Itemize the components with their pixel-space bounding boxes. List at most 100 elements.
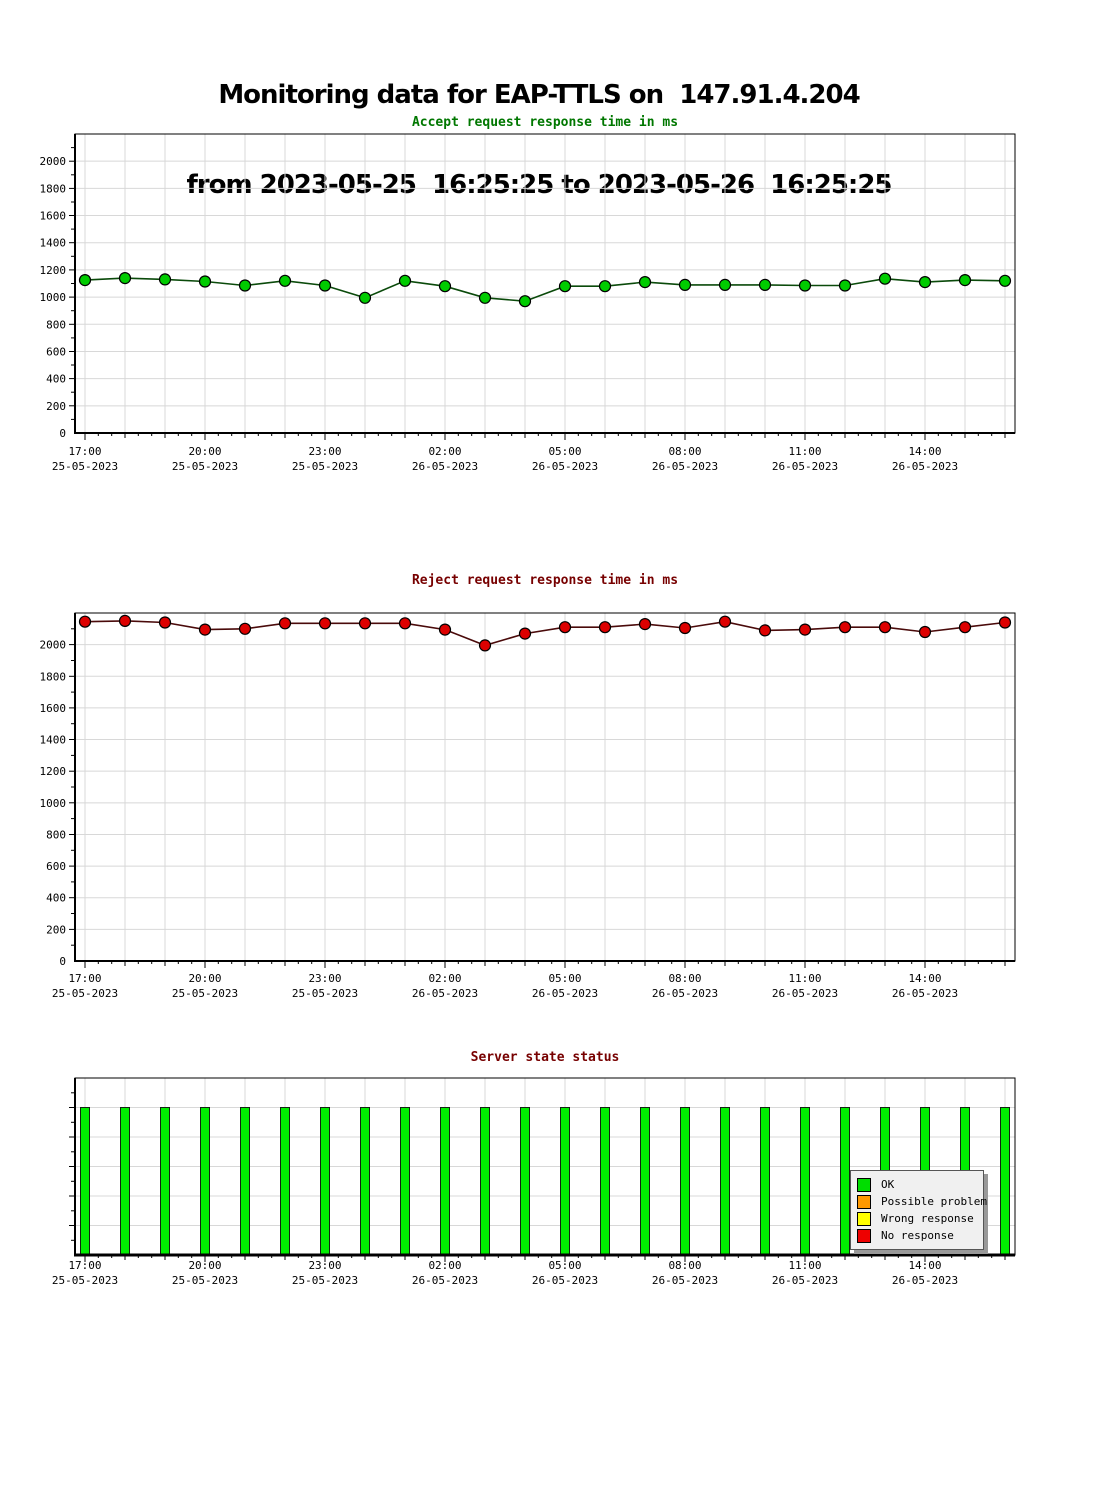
x-tick-time-label: 20:00 bbox=[188, 445, 221, 458]
status-bar bbox=[720, 1107, 730, 1256]
data-point bbox=[798, 623, 812, 636]
y-tick-label: 1000 bbox=[40, 291, 67, 304]
x-tick-date-label: 26-05-2023 bbox=[532, 460, 598, 473]
legend-label: Possible problem bbox=[881, 1195, 987, 1208]
data-point bbox=[638, 617, 652, 631]
status-bar bbox=[280, 1107, 290, 1256]
x-tick-date-label: 26-05-2023 bbox=[412, 460, 478, 473]
data-point bbox=[878, 272, 892, 285]
x-tick-time-label: 14:00 bbox=[908, 1259, 941, 1272]
y-tick-label: 400 bbox=[46, 892, 66, 905]
y-tick-label: 1000 bbox=[40, 797, 67, 810]
data-point bbox=[118, 272, 132, 285]
page-title-line-1: Monitoring data for EAP-TTLS on 147.91.4… bbox=[218, 80, 860, 110]
data-point bbox=[998, 274, 1012, 287]
data-point bbox=[158, 273, 172, 286]
legend-item-ok: OK bbox=[857, 1176, 977, 1193]
x-tick-date-label: 25-05-2023 bbox=[52, 460, 118, 473]
x-tick-date-label: 26-05-2023 bbox=[412, 987, 478, 1000]
x-tick-time-label: 17:00 bbox=[68, 445, 101, 458]
x-tick-date-label: 26-05-2023 bbox=[892, 987, 958, 1000]
data-point bbox=[478, 639, 492, 652]
x-tick-time-label: 23:00 bbox=[308, 972, 341, 985]
data-point bbox=[158, 616, 172, 629]
legend-label: OK bbox=[881, 1178, 895, 1191]
gridlines bbox=[75, 134, 1015, 433]
status-bar bbox=[360, 1107, 370, 1256]
legend-item-wrong-response: Wrong response bbox=[857, 1210, 977, 1227]
data-point bbox=[918, 276, 932, 289]
chart-title: Reject request response time in ms bbox=[412, 573, 678, 588]
x-tick-date-label: 26-05-2023 bbox=[772, 460, 838, 473]
y-tick-label: 400 bbox=[46, 373, 66, 386]
data-point bbox=[998, 616, 1012, 629]
data-point bbox=[278, 274, 292, 287]
status-bar bbox=[800, 1107, 810, 1256]
data-point bbox=[438, 623, 452, 636]
data-point bbox=[598, 621, 612, 634]
x-tick-date-label: 26-05-2023 bbox=[532, 987, 598, 1000]
x-tick-date-label: 26-05-2023 bbox=[772, 987, 838, 1000]
x-tick-time-label: 02:00 bbox=[428, 445, 461, 458]
x-tick-time-label: 11:00 bbox=[788, 445, 821, 458]
data-point bbox=[798, 279, 812, 292]
status-bar bbox=[440, 1107, 450, 1256]
x-tick-date-label: 25-05-2023 bbox=[292, 987, 358, 1000]
status-bar bbox=[400, 1107, 410, 1256]
y-tick-label: 1600 bbox=[40, 702, 67, 715]
status-bar bbox=[760, 1107, 770, 1256]
y-tick-label: 1400 bbox=[40, 237, 67, 250]
data-point bbox=[398, 274, 412, 287]
gridlines bbox=[75, 613, 1015, 961]
y-tick-label: 200 bbox=[46, 923, 66, 936]
y-tick-label: 2000 bbox=[40, 639, 67, 652]
data-point bbox=[838, 621, 852, 634]
x-tick-date-label: 25-05-2023 bbox=[52, 1274, 118, 1287]
series-line bbox=[84, 277, 1006, 303]
x-tick-time-label: 11:00 bbox=[788, 972, 821, 985]
data-point bbox=[758, 278, 772, 291]
page-title: Monitoring data for EAP-TTLS on 147.91.4… bbox=[0, 20, 1078, 260]
series-line bbox=[84, 620, 1006, 647]
y-tick-label: 1800 bbox=[40, 182, 67, 195]
x-tick-time-label: 08:00 bbox=[668, 445, 701, 458]
chart-title: Server state status bbox=[471, 1050, 620, 1065]
x-tick-time-label: 05:00 bbox=[548, 1259, 581, 1272]
data-point bbox=[558, 280, 572, 293]
plot-frame bbox=[74, 612, 1016, 962]
x-tick-time-label: 20:00 bbox=[188, 972, 221, 985]
data-point bbox=[718, 278, 732, 291]
x-tick-date-label: 25-05-2023 bbox=[292, 1274, 358, 1287]
status-bar bbox=[480, 1107, 490, 1256]
status-bar bbox=[120, 1107, 130, 1256]
x-tick-time-label: 05:00 bbox=[548, 445, 581, 458]
y-tick-label: 800 bbox=[46, 829, 66, 842]
x-tick-time-label: 11:00 bbox=[788, 1259, 821, 1272]
data-point bbox=[238, 279, 252, 292]
data-point bbox=[558, 621, 572, 634]
x-tick-date-label: 25-05-2023 bbox=[172, 460, 238, 473]
data-point bbox=[598, 280, 612, 293]
data-point bbox=[758, 624, 772, 637]
server-state-legend: OK Possible problem Wrong response No respo… bbox=[850, 1170, 987, 1250]
status-bar bbox=[560, 1107, 570, 1256]
y-tick-label: 2000 bbox=[40, 155, 67, 168]
legend-swatch bbox=[857, 1211, 871, 1226]
data-point bbox=[278, 617, 292, 630]
x-tick-date-label: 26-05-2023 bbox=[772, 1274, 838, 1287]
data-point bbox=[198, 623, 212, 636]
x-tick-time-label: 08:00 bbox=[668, 972, 701, 985]
x-tick-time-label: 14:00 bbox=[908, 972, 941, 985]
legend-swatch bbox=[857, 1177, 871, 1192]
legend-swatch bbox=[857, 1228, 871, 1243]
y-tick-label: 0 bbox=[59, 427, 66, 440]
x-tick-date-label: 26-05-2023 bbox=[652, 460, 718, 473]
data-point bbox=[878, 621, 892, 634]
legend-label: No response bbox=[881, 1229, 954, 1242]
chart-title: Accept request response time in ms bbox=[412, 115, 678, 130]
data-point bbox=[638, 276, 652, 289]
reject-response-time-chart: 0 200 400 600 800 1000 1200 1400 1600 1800 2000 17:… bbox=[40, 573, 1016, 1000]
accept-response-time-chart: 0 200 400 600 800 1000 1200 1400 1600 1800 2000 17:… bbox=[40, 115, 1016, 473]
legend-swatch bbox=[857, 1194, 871, 1209]
